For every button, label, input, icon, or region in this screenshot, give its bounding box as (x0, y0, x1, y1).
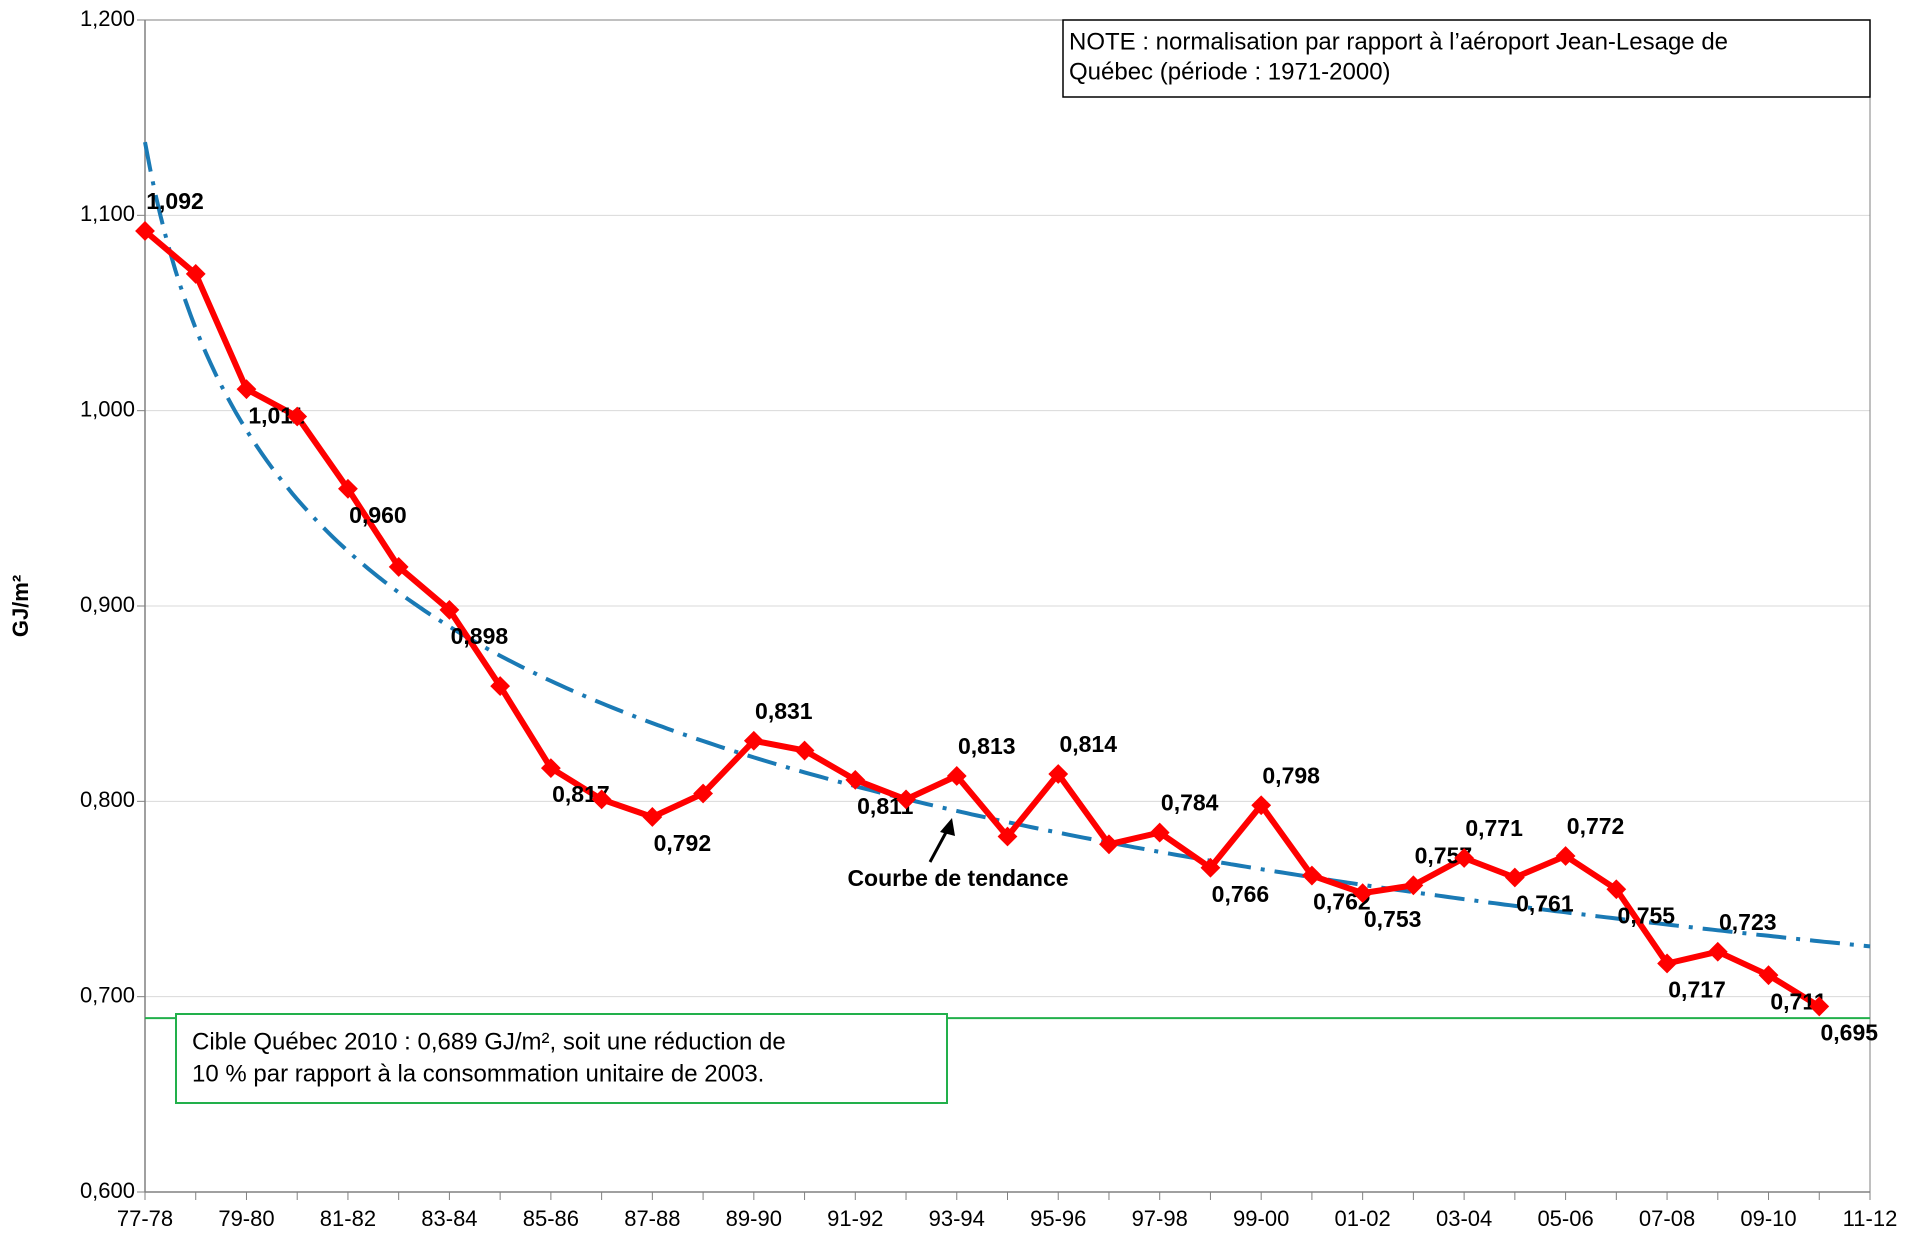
note-box (1062, 19, 1871, 98)
x-tick-label: 93-94 (929, 1206, 985, 1231)
data-label: 0,755 (1618, 902, 1676, 928)
data-point (1606, 879, 1627, 900)
data-point (1454, 848, 1475, 868)
data-label: 0,766 (1212, 881, 1270, 907)
data-point (1403, 875, 1424, 896)
data-label: 0,814 (1059, 731, 1117, 757)
data-point (1555, 846, 1576, 866)
data-label: 0,792 (654, 830, 712, 856)
data-label: 0,771 (1465, 815, 1523, 841)
x-tick-label: 11-12 (1843, 1206, 1898, 1231)
target-text: 10 % par rapport à la consommation unita… (192, 1060, 764, 1087)
data-point (135, 221, 155, 241)
y-tick-label: 0,600 (80, 1178, 135, 1203)
data-point (1251, 795, 1272, 816)
data-point (1200, 857, 1221, 878)
data-point (1352, 883, 1373, 904)
data-point (1302, 865, 1322, 886)
x-tick-label: 81-82 (320, 1206, 376, 1231)
data-point (997, 826, 1018, 847)
data-point (338, 478, 358, 499)
data-point (1758, 965, 1779, 986)
data-label: 1,092 (146, 188, 204, 214)
y-axis-label: GJ/m² (8, 575, 33, 637)
y-tick-label: 0,800 (80, 787, 135, 812)
data-label: 0,723 (1719, 909, 1777, 935)
x-tick-label: 99-00 (1233, 1206, 1289, 1231)
x-tick-label: 09-10 (1740, 1206, 1796, 1231)
data-label: 0,761 (1516, 891, 1574, 917)
arrow-head (940, 818, 955, 836)
x-tick-label: 77-78 (117, 1206, 173, 1231)
y-tick-label: 0,700 (80, 982, 135, 1007)
x-tick-label: 89-90 (726, 1206, 782, 1231)
trend-line (143, 141, 1871, 949)
y-tick-label: 1,000 (80, 396, 135, 421)
x-tick-label: 87-88 (624, 1206, 680, 1231)
data-point (642, 807, 663, 827)
data-label: 0,898 (451, 623, 509, 649)
data-label: 0,813 (958, 733, 1016, 759)
target-text: Cible Québec 2010 : 0,689 GJ/m², soit un… (192, 1028, 786, 1055)
data-point (490, 676, 511, 696)
data-point (1149, 822, 1170, 843)
data-point (540, 758, 561, 779)
data-point (1707, 941, 1728, 962)
trend-label: Courbe de tendance (847, 865, 1068, 891)
data-label: 0,772 (1567, 813, 1625, 839)
data-point (743, 730, 764, 751)
x-tick-label: 07-08 (1639, 1206, 1695, 1231)
x-tick-label: 97-98 (1132, 1206, 1188, 1231)
data-point (1048, 764, 1069, 784)
x-tick-label: 85-86 (523, 1206, 579, 1231)
data-label: 0,784 (1161, 790, 1219, 816)
x-tick-label: 05-06 (1537, 1206, 1593, 1231)
data-point (185, 264, 206, 284)
data-label: 0,831 (755, 698, 813, 724)
data-point (1504, 867, 1525, 888)
data-label: 0,798 (1262, 762, 1320, 788)
x-tick-label: 01-02 (1335, 1206, 1391, 1231)
x-tick-label: 91-92 (827, 1206, 883, 1231)
data-point (287, 406, 308, 427)
data-point (896, 789, 916, 810)
x-tick-label: 79-80 (218, 1206, 274, 1231)
note-text: NOTE : normalisation par rapport à l’aér… (1069, 28, 1728, 55)
x-tick-label: 03-04 (1436, 1206, 1492, 1231)
data-point (1657, 953, 1677, 974)
data-point (236, 379, 257, 400)
data-point (388, 557, 409, 577)
data-label: 0,695 (1820, 1020, 1878, 1046)
data-point (794, 740, 815, 761)
y-tick-label: 1,200 (80, 6, 135, 31)
y-tick-label: 0,900 (80, 592, 135, 617)
data-line (143, 228, 1821, 1009)
data-point (1809, 996, 1830, 1017)
data-point (693, 783, 713, 804)
note-text: Québec (période : 1971-2000) (1069, 58, 1391, 85)
data-point (439, 600, 460, 620)
data-point (591, 789, 612, 810)
data-point (946, 766, 967, 786)
x-tick-label: 95-96 (1030, 1206, 1086, 1231)
y-tick-label: 1,100 (80, 201, 135, 226)
data-label: 0,753 (1364, 906, 1422, 932)
data-point (845, 769, 866, 790)
data-label: 0,960 (349, 502, 407, 528)
data-point (1099, 834, 1119, 855)
data-label: 0,717 (1668, 977, 1726, 1003)
target-box (175, 1013, 948, 1104)
x-tick-label: 83-84 (421, 1206, 477, 1231)
